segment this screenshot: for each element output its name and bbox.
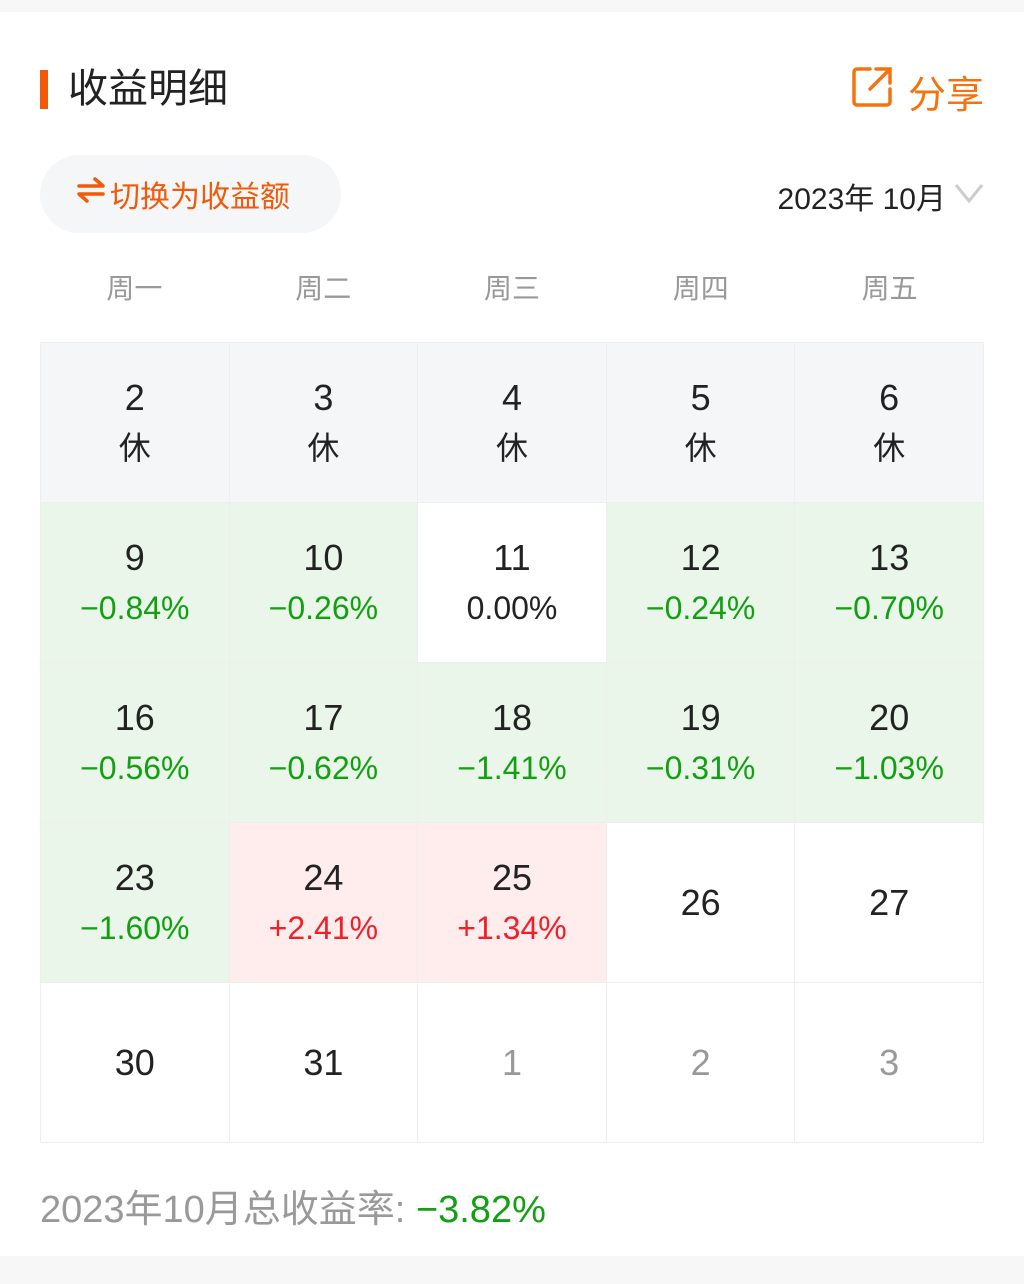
weekday-header: 周一 周二 周三 周四 周五 <box>40 267 984 311</box>
day-return: 休 <box>307 429 340 466</box>
day-number: 2 <box>124 376 145 418</box>
day-number: 9 <box>124 536 145 578</box>
calendar-day-cell[interactable]: 2 <box>606 983 796 1143</box>
page-title: 收益明细 <box>68 67 228 111</box>
calendar-day-cell[interactable]: 23 −1.60% <box>41 823 230 983</box>
share-external-icon <box>850 65 894 119</box>
calendar-day-cell[interactable]: 27 <box>795 823 984 983</box>
weekday-mon: 周一 <box>106 273 163 304</box>
day-return: −0.84% <box>80 589 190 626</box>
day-return: −0.62% <box>268 749 379 786</box>
calendar-day-cell[interactable]: 25 +1.34% <box>418 823 607 983</box>
weekday-tue: 周二 <box>295 273 352 304</box>
calendar-day-cell[interactable]: 24 +2.41% <box>229 823 419 983</box>
calendar-day-cell[interactable]: 17 −0.62% <box>229 663 419 823</box>
day-number: 1 <box>501 1041 522 1083</box>
day-return: +1.34% <box>457 909 567 946</box>
day-return: −1.60% <box>80 909 190 946</box>
day-number: 6 <box>879 376 900 418</box>
calendar-day-cell[interactable]: 11 0.00% <box>418 503 607 663</box>
day-return: −0.26% <box>268 589 379 626</box>
calendar-day-cell[interactable]: 10 −0.26% <box>229 503 419 663</box>
day-return: +2.41% <box>268 909 379 946</box>
weekday-thu: 周四 <box>672 273 729 304</box>
title-accent-bar <box>40 70 48 109</box>
day-number: 2 <box>690 1041 711 1083</box>
income-detail-card: 收益明细 分享 切换为收益额 2023年 10月 周一 周二 周三 周四 周五 … <box>0 12 1024 1256</box>
calendar-day-cell[interactable]: 20 −1.03% <box>795 663 984 823</box>
day-number: 3 <box>879 1041 900 1083</box>
day-number: 10 <box>303 536 344 578</box>
calendar-day-cell[interactable]: 9 −0.84% <box>41 503 230 663</box>
day-return: −1.03% <box>834 749 944 786</box>
day-number: 18 <box>491 696 533 738</box>
day-return: −0.56% <box>80 749 190 786</box>
calendar-day-cell[interactable]: 3 <box>795 983 984 1143</box>
day-return: 0.00% <box>466 589 558 626</box>
calendar-day-cell[interactable]: 12 −0.24% <box>606 503 796 663</box>
day-return: −0.31% <box>645 749 756 786</box>
toggle-income-amount-button[interactable]: 切换为收益额 <box>40 155 341 233</box>
calendar-day-cell[interactable]: 30 <box>41 983 230 1143</box>
day-number: 25 <box>491 856 533 898</box>
day-number: 13 <box>869 536 910 578</box>
day-return: 休 <box>495 429 528 466</box>
day-return: −0.24% <box>645 589 756 626</box>
day-number: 20 <box>869 696 910 738</box>
day-number: 23 <box>114 856 155 898</box>
calendar-day-cell[interactable]: 1 <box>418 983 607 1143</box>
chevron-down-icon <box>954 179 984 213</box>
day-number: 16 <box>114 696 155 738</box>
calendar-day-cell[interactable]: 13 −0.70% <box>795 503 984 663</box>
day-number: 12 <box>680 536 721 578</box>
toggle-label: 切换为收益额 <box>110 181 290 214</box>
calendar-day-cell[interactable]: 26 <box>606 823 796 983</box>
day-return: 休 <box>118 429 151 466</box>
day-number: 17 <box>303 696 344 738</box>
day-number: 31 <box>303 1041 344 1083</box>
summary-label: 2023年10月总收益率: <box>40 1189 416 1231</box>
month-label: 2023年 10月 <box>777 183 946 216</box>
day-number: 11 <box>493 536 531 578</box>
day-number: 4 <box>501 376 522 418</box>
day-return: −0.70% <box>834 589 944 626</box>
calendar-grid: 2 休 3 休 4 休 5 休 6 休 9 −0.84% 10 −0.26% 11 0.00% 12 −0.24%… <box>40 342 984 1143</box>
day-number: 30 <box>114 1041 155 1083</box>
summary-value: −3.82% <box>415 1189 546 1231</box>
month-selector[interactable]: 2023年 10月 <box>778 174 984 218</box>
day-number: 24 <box>303 856 344 898</box>
day-number: 5 <box>690 376 711 418</box>
day-return: −1.41% <box>457 749 567 786</box>
weekday-fri: 周五 <box>861 273 918 304</box>
monthly-summary: 2023年10月总收益率: −3.82% <box>40 1178 546 1233</box>
day-number: 26 <box>680 881 721 923</box>
day-return: 休 <box>873 429 906 466</box>
day-number: 19 <box>680 696 721 738</box>
share-label: 分享 <box>907 75 984 117</box>
day-number: 3 <box>313 376 334 418</box>
day-number: 27 <box>869 881 910 923</box>
calendar-day-cell[interactable]: 19 −0.31% <box>606 663 796 823</box>
day-return: 休 <box>684 429 717 466</box>
calendar-day-cell[interactable]: 31 <box>229 983 419 1143</box>
share-button[interactable]: 分享 <box>850 64 984 119</box>
weekday-wed: 周三 <box>483 273 540 304</box>
calendar-day-cell[interactable]: 18 −1.41% <box>418 663 607 823</box>
swap-arrows-icon <box>76 175 106 213</box>
calendar-day-cell[interactable]: 16 −0.56% <box>41 663 230 823</box>
